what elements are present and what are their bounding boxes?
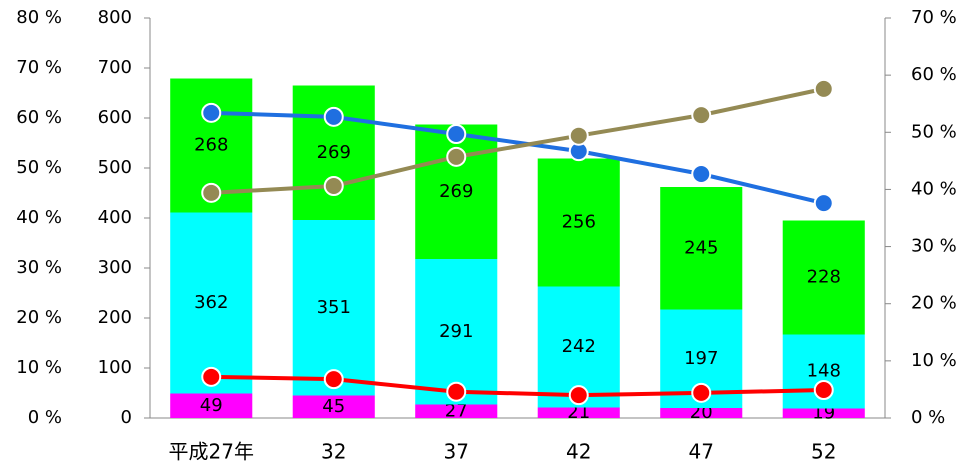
- y-tick-label: 300: [98, 257, 132, 278]
- x-tick-label: 47: [689, 440, 714, 464]
- x-tick-label: 52: [811, 440, 836, 464]
- data-label: 197: [684, 348, 718, 369]
- y2-tick-label: 30 %: [911, 236, 957, 257]
- x-tick-label: 42: [566, 440, 591, 464]
- y2-tick-label: 50 %: [911, 121, 957, 142]
- y-tick-label: 200: [98, 307, 132, 328]
- line-marker: [568, 125, 589, 146]
- data-label: 45: [322, 396, 345, 417]
- bar-segment: [415, 404, 498, 418]
- y3-tick-label: 30 %: [16, 257, 62, 278]
- y-tick-label: 800: [98, 7, 132, 28]
- y-tick-label: 500: [98, 157, 132, 178]
- bar-segment: [537, 407, 620, 418]
- bar-segment: [537, 158, 620, 287]
- line-marker: [691, 105, 712, 126]
- data-label: 148: [807, 361, 841, 382]
- data-label: 228: [807, 267, 841, 288]
- data-label: 27: [445, 400, 468, 421]
- line-marker: [568, 385, 589, 406]
- line: [211, 86, 825, 195]
- line-marker: [323, 106, 344, 127]
- bar-segment: [170, 393, 253, 418]
- y3-tick-label: 50 %: [16, 157, 62, 178]
- line: [211, 110, 825, 206]
- y3-tick-label: 40 %: [16, 207, 62, 228]
- line-marker: [201, 102, 222, 123]
- y3-tick-label: 60 %: [16, 107, 62, 128]
- y-tick-label: 700: [98, 57, 132, 78]
- y-tick-label: 100: [98, 357, 132, 378]
- line-marker: [813, 380, 834, 400]
- y-tick-label: 0: [121, 407, 132, 428]
- data-label: 291: [439, 321, 473, 342]
- data-label: 242: [562, 336, 596, 357]
- line-marker: [446, 146, 467, 167]
- data-label: 49: [200, 395, 223, 416]
- line-marker: [813, 78, 834, 99]
- bar-segment: [170, 212, 253, 394]
- y2-tick-label: 70 %: [911, 7, 957, 28]
- data-label: 362: [194, 292, 228, 313]
- data-label: 351: [317, 297, 351, 318]
- line-marker: [323, 369, 344, 390]
- bar-segment: [782, 408, 865, 418]
- bar-segment: [660, 408, 743, 418]
- line-marker: [446, 124, 467, 144]
- data-label: 256: [562, 212, 596, 233]
- y3-tick-label: 0 %: [28, 407, 62, 428]
- y-tick-label: 400: [98, 207, 132, 228]
- y3-tick-label: 20 %: [16, 307, 62, 328]
- data-label: 245: [684, 237, 718, 258]
- line-marker: [813, 193, 834, 214]
- x-tick-label: 32: [321, 440, 346, 464]
- line-marker: [323, 176, 344, 196]
- y3-tick-label: 80 %: [16, 7, 62, 28]
- bar-segment: [292, 220, 375, 396]
- bar-segment: [292, 395, 375, 418]
- y2-tick-label: 10 %: [911, 350, 957, 371]
- data-label: 269: [317, 142, 351, 163]
- line-marker: [691, 164, 712, 184]
- y2-tick-label: 40 %: [911, 178, 957, 199]
- y2-tick-label: 20 %: [911, 293, 957, 314]
- bar-segment: [660, 187, 743, 310]
- y-tick-label: 600: [98, 107, 132, 128]
- line-marker: [691, 382, 712, 403]
- line-marker: [201, 182, 222, 203]
- y3-tick-label: 70 %: [16, 57, 62, 78]
- bar-segment: [415, 259, 498, 405]
- line: [211, 374, 824, 398]
- bar-segment: [782, 220, 865, 335]
- data-label: 269: [439, 181, 473, 202]
- x-tick-label: 平成27年: [169, 440, 254, 464]
- y2-tick-label: 0 %: [911, 407, 945, 428]
- line-marker: [201, 366, 222, 387]
- line-marker: [446, 381, 467, 402]
- x-tick-label: 37: [444, 440, 469, 464]
- y2-tick-label: 60 %: [911, 64, 957, 85]
- y3-tick-label: 10 %: [16, 357, 62, 378]
- data-label: 268: [194, 135, 228, 156]
